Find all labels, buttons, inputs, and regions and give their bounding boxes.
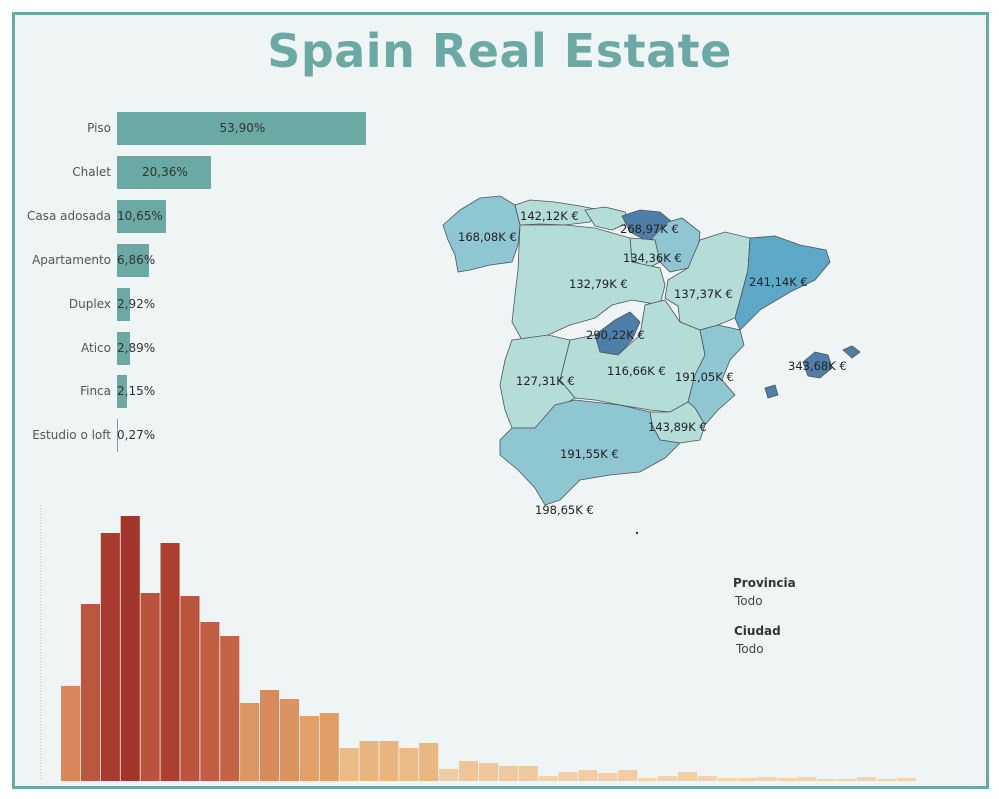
bar-finca[interactable] (117, 375, 127, 409)
bar-category-label: Estudio o loft (32, 428, 111, 443)
filter-ciudad-title: Ciudad (734, 624, 781, 638)
bar-category-label: Casa adosada (26, 208, 111, 223)
bar-value-label: 53,90% (219, 121, 266, 135)
bar-value-label: 2,15% (117, 384, 156, 399)
bar-duplex[interactable] (117, 287, 131, 321)
bar-category-label: Duplex (68, 296, 111, 311)
bar-category-label: Apartamento (32, 252, 111, 267)
bar-apartamento[interactable] (117, 243, 149, 277)
bar-piso[interactable] (117, 112, 366, 145)
bar-category-label: Chalet (72, 164, 111, 179)
bar-category-label: Piso (87, 121, 111, 135)
bar-category-label: Finca (80, 384, 111, 399)
bar-value-label: 20,36% (142, 164, 188, 179)
bar-value-label: 2,89% (117, 340, 156, 355)
bar-value-label: 6,86% (117, 252, 156, 267)
filter-provincia-value[interactable]: Todo (735, 594, 763, 608)
bar-chalet[interactable] (117, 155, 212, 189)
bar-value-label: 2,92% (117, 296, 156, 311)
filter-provincia-title: Provincia (733, 576, 796, 590)
bar-value-label: 10,65% (117, 208, 163, 223)
filter-ciudad-value[interactable]: Todo (736, 642, 764, 656)
bar-atico[interactable] (117, 331, 131, 365)
bar-value-label: 0,27% (117, 428, 156, 443)
bar-estudio-o-loft[interactable] (117, 419, 119, 453)
bar-casa-adosada[interactable] (117, 199, 167, 233)
page-title: Spain Real Estate (267, 24, 732, 78)
bar-category-label: Atico (81, 340, 111, 355)
